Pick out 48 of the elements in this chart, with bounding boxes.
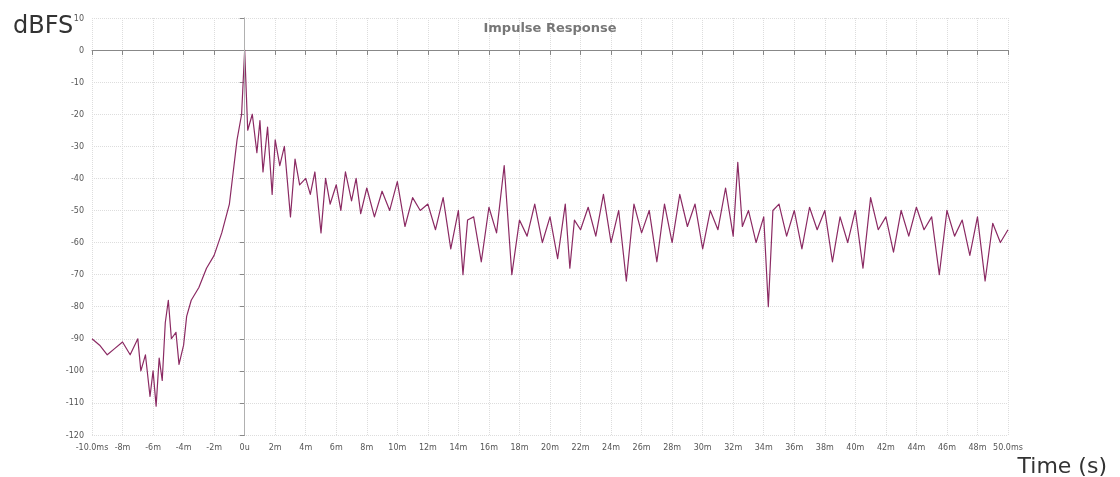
x-tick-label: 50.0ms — [993, 442, 1023, 452]
x-tick-label: 48m — [968, 442, 987, 452]
y-tick-label: -80 — [70, 302, 84, 312]
y-tick-label: -10 — [70, 77, 84, 87]
x-tick-label: 32m — [724, 442, 743, 452]
y-tick-label: -20 — [70, 109, 84, 119]
y-tick-label: 10 — [73, 13, 84, 23]
x-tick-label: 44m — [907, 442, 926, 452]
x-tick-label: 46m — [937, 442, 957, 452]
x-tick-label: 34m — [754, 442, 773, 452]
x-tick-label: 36m — [785, 442, 804, 452]
x-tick-label: 20m — [541, 442, 560, 452]
x-tick-label: 30m — [693, 442, 712, 452]
y-tick-label: -100 — [65, 366, 84, 376]
x-tick-label: 18m — [510, 442, 529, 452]
x-tick-label: 38m — [815, 442, 834, 452]
y-tick-label: -90 — [70, 334, 84, 344]
x-tick-label: -4m — [175, 442, 192, 452]
y-tick-label: -50 — [70, 205, 84, 215]
x-tick-label: 28m — [663, 442, 682, 452]
x-tick-label: -10.0ms — [75, 442, 109, 452]
x-tick-label: 4m — [299, 442, 313, 452]
x-tick-label: 0u — [239, 442, 250, 452]
x-tick-label: 14m — [449, 442, 468, 452]
x-tick-label: 16m — [479, 442, 499, 452]
y-tick-label: -120 — [65, 430, 84, 440]
x-tick-label: -8m — [114, 442, 131, 452]
x-tick-label: 22m — [571, 442, 590, 452]
y-tick-label: -40 — [70, 173, 84, 183]
y-tick-label: -30 — [70, 141, 84, 151]
x-tick-label: 26m — [632, 442, 651, 452]
x-tick-label: 42m — [876, 442, 896, 452]
x-tick-label: 2m — [268, 442, 282, 452]
y-axis-title: dBFS — [13, 11, 74, 39]
x-tick-label: 8m — [360, 442, 374, 452]
x-tick-label: 12m — [418, 442, 438, 452]
y-tick-label: -60 — [70, 238, 84, 248]
x-tick-label: -6m — [145, 442, 162, 452]
y-tick-label: -110 — [65, 398, 84, 408]
y-tick-label: -70 — [70, 270, 84, 280]
x-tick-label: 24m — [602, 442, 621, 452]
x-axis-title: Time (s) — [1016, 452, 1108, 477]
x-tick-label: 40m — [846, 442, 865, 452]
x-tick-label: -2m — [206, 442, 223, 452]
y-tick-label: 0 — [78, 45, 84, 55]
x-tick-label: 6m — [329, 442, 343, 452]
x-tick-label: 10m — [388, 442, 407, 452]
chart-title: Impulse Response — [483, 20, 617, 35]
